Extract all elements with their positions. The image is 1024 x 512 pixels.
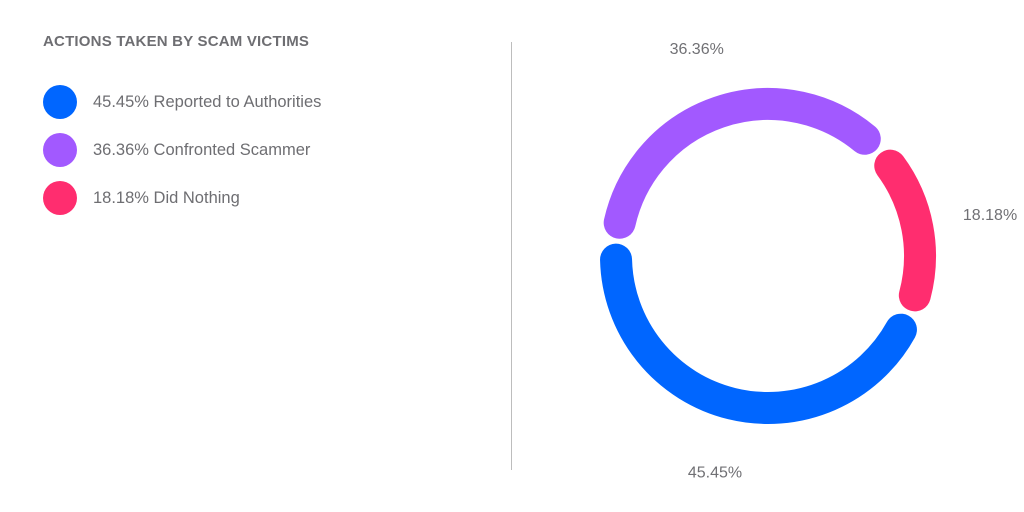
legend-label-confronted: 36.36% Confronted Scammer	[93, 140, 311, 159]
donut-slice-confronted	[603, 88, 881, 239]
divider	[511, 42, 512, 470]
donut-slice-reported	[600, 243, 917, 424]
legend-label-reported: 45.45% Reported to Authorities	[93, 92, 322, 111]
legend-swatch-did-nothing	[43, 181, 77, 215]
slice-label-reported: 45.45%	[688, 465, 742, 482]
chart-title: ACTIONS TAKEN BY SCAM VICTIMS	[43, 33, 310, 50]
legend-item-reported: 45.45% Reported to Authorities	[43, 85, 321, 119]
legend: 45.45% Reported to Authorities 36.36% Co…	[43, 85, 321, 229]
legend-swatch-confronted	[43, 133, 77, 167]
legend-swatch-reported	[43, 85, 77, 119]
slice-label-did-nothing: 18.18%	[963, 207, 1017, 224]
legend-item-confronted: 36.36% Confronted Scammer	[43, 133, 321, 167]
slice-label-confronted: 36.36%	[670, 41, 724, 58]
legend-label-did-nothing: 18.18% Did Nothing	[93, 188, 240, 207]
donut-slice-did-nothing	[874, 149, 936, 312]
legend-item-did-nothing: 18.18% Did Nothing	[43, 181, 321, 215]
